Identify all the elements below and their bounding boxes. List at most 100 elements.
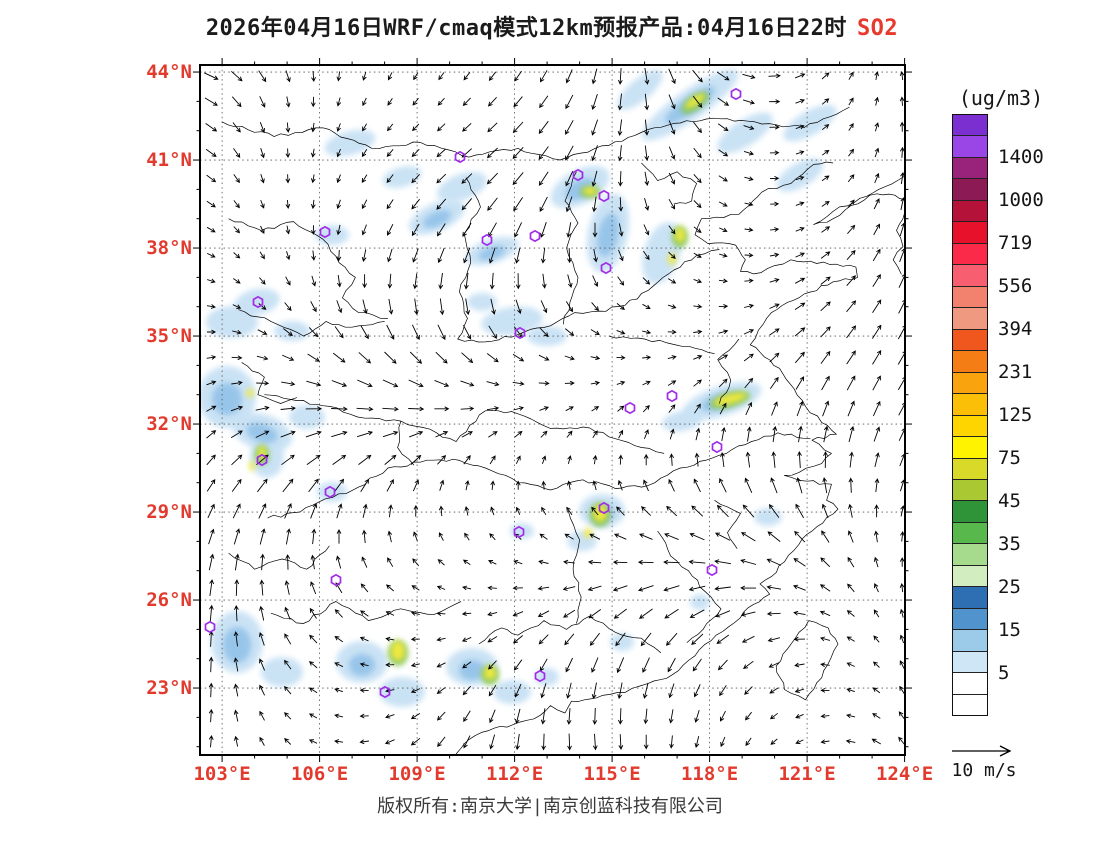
wind-arrow-icon	[464, 505, 470, 516]
wind-arrow-icon	[718, 175, 728, 182]
colorbar-cell	[953, 372, 987, 395]
wind-arrow-icon	[411, 148, 420, 158]
wind-arrow-icon	[284, 633, 292, 645]
wind-arrow-icon	[564, 533, 574, 540]
wind-arrow-icon	[592, 430, 598, 439]
wind-arrow-icon	[793, 558, 806, 567]
wind-arrow-icon	[538, 171, 549, 186]
wind-arrow-icon	[258, 303, 267, 310]
wind-arrow-icon	[642, 329, 652, 335]
wind-arrow-icon	[846, 636, 855, 642]
wind-arrow-icon	[280, 406, 296, 411]
wind-arrow-icon	[668, 404, 676, 413]
wind-arrow-icon	[846, 325, 857, 339]
lat-tick-label: 32°N	[146, 413, 192, 436]
city-marker	[624, 401, 636, 415]
wind-arrow-icon	[386, 199, 394, 210]
colorbar-cell	[953, 243, 987, 266]
wind-arrow-icon	[233, 657, 239, 672]
colorbar-cell	[953, 608, 987, 631]
wind-arrow-icon	[874, 172, 880, 184]
wind-arrow-icon	[590, 380, 601, 386]
wind-arrow-icon	[308, 687, 318, 694]
wind-arrow-icon	[639, 533, 653, 540]
colorbar-scale	[952, 114, 988, 716]
wind-arrow-icon	[206, 380, 217, 386]
wind-arrow-icon	[592, 707, 598, 725]
wind-arrow-icon	[899, 557, 905, 567]
wind-arrow-icon	[668, 68, 676, 85]
wind-arrow-icon	[461, 611, 472, 617]
wind-arrow-icon	[618, 454, 624, 465]
wind-arrow-icon	[437, 247, 445, 264]
wind-arrow-icon	[336, 199, 342, 210]
wind-arrow-icon	[795, 124, 805, 130]
wind-arrow-icon	[308, 713, 318, 719]
wind-arrow-icon	[846, 249, 856, 260]
wind-arrow-icon	[361, 199, 368, 210]
wind-arrow-icon	[310, 503, 318, 519]
wind-arrow-icon	[719, 402, 727, 415]
so2-plume	[484, 666, 496, 680]
city-marker	[529, 229, 541, 243]
wind-arrow-icon	[438, 272, 444, 290]
wind-arrow-icon	[282, 478, 294, 493]
wind-arrow-icon	[848, 71, 854, 80]
wind-arrow-icon	[643, 708, 649, 725]
wind-arrow-icon	[413, 72, 419, 81]
wind-arrow-icon	[617, 276, 625, 286]
wind-arrow-icon	[715, 610, 731, 618]
wind-arrow-icon	[463, 324, 472, 340]
lon-tick-label: 103°E	[193, 763, 251, 785]
wind-arrow-icon	[513, 197, 523, 212]
colorbar-tick-label: 75	[998, 447, 1021, 469]
wind-arrow-icon	[232, 329, 242, 335]
wind-arrow-icon	[257, 478, 268, 493]
wind-arrow-icon	[463, 247, 471, 264]
wind-arrow-icon	[693, 200, 702, 209]
wind-arrow-icon	[231, 70, 243, 82]
wind-arrow-icon	[565, 657, 574, 673]
wind-arrow-icon	[331, 406, 348, 412]
wind-arrow-icon	[618, 197, 624, 212]
wind-arrow-icon	[205, 123, 218, 132]
wind-arrow-icon	[745, 401, 753, 416]
wind-arrow-icon	[513, 406, 525, 411]
wind-arrow-icon	[644, 93, 650, 111]
wind-arrow-icon	[819, 610, 831, 617]
wind-arrow-icon	[464, 532, 470, 541]
wind-arrow-icon	[540, 300, 548, 314]
wind-arrow-icon	[566, 430, 573, 438]
wind-arrow-icon	[233, 605, 239, 622]
city-marker	[513, 525, 525, 539]
wind-arrow-icon	[565, 406, 574, 412]
wind-arrow-icon	[437, 97, 445, 106]
wind-arrow-icon	[795, 739, 804, 744]
wind-arrow-icon	[231, 454, 243, 466]
wind-arrow-icon	[718, 278, 728, 284]
wind-arrow-icon	[514, 683, 522, 698]
wind-arrow-icon	[540, 222, 547, 238]
lat-tick-label: 29°N	[146, 501, 192, 524]
wind-arrow-icon	[387, 248, 393, 263]
wind-arrow-icon	[256, 355, 269, 361]
wind-arrow-icon	[639, 608, 653, 619]
wind-arrow-icon	[689, 609, 705, 618]
lon-tick-label: 106°E	[290, 763, 349, 785]
colorbar-tick-label: 231	[998, 361, 1033, 383]
wind-arrow-icon	[847, 400, 855, 417]
lon-tick-label: 112°E	[485, 763, 544, 785]
wind-arrow-icon	[487, 122, 498, 133]
wind-arrow-icon	[207, 278, 216, 284]
wind-arrow-icon	[537, 610, 550, 617]
copyright-text: 版权所有:南京大学|南京创蓝科技有限公司	[377, 796, 723, 817]
wind-arrow-icon	[437, 736, 446, 748]
so2-plume	[717, 112, 773, 154]
wind-arrow-icon	[362, 299, 368, 315]
wind-arrow-icon	[540, 683, 547, 699]
map-boundary	[657, 530, 722, 643]
wind-arrow-icon	[872, 248, 881, 262]
wind-arrow-icon	[488, 660, 497, 670]
wind-arrow-icon	[384, 739, 395, 745]
wind-arrow-icon	[591, 145, 598, 162]
